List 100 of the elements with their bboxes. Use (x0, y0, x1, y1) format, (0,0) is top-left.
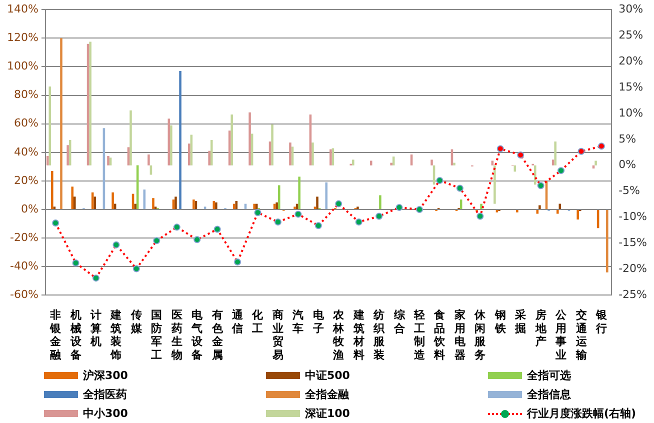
point (214, 226, 221, 233)
bar (370, 160, 372, 166)
bar (53, 206, 56, 210)
x-tick-label: 非银金融 (49, 308, 62, 362)
x-tick-label: 建筑材料 (352, 308, 364, 362)
x-tick-label: 纺织服装 (372, 308, 386, 362)
bar (89, 42, 92, 166)
point (476, 212, 484, 220)
point (153, 237, 160, 244)
bar (491, 160, 494, 166)
y-tick-label: 100% (6, 60, 38, 73)
point (314, 222, 322, 230)
bar (352, 160, 354, 166)
point (112, 241, 120, 248)
x-tick-label: 钢铁 (494, 308, 507, 335)
x-tick-label: 电气设备 (190, 308, 204, 362)
x-tick-label: 商业贸易 (271, 308, 284, 362)
x-tick-label: 休闲服务 (474, 308, 487, 362)
bar (330, 149, 332, 166)
y2-tick-label: 15% (618, 80, 644, 94)
bar (536, 210, 539, 214)
bar (554, 141, 556, 166)
y2-tick-label: 5% (618, 132, 636, 146)
bar (130, 110, 132, 166)
x-tick-label: 医药生物 (170, 308, 182, 362)
bar (188, 144, 190, 166)
bar (127, 147, 130, 166)
y2-tick-label: 0% (618, 158, 636, 172)
x-tick-label: 国防军工 (150, 308, 162, 362)
bar (392, 156, 395, 166)
bar (332, 148, 334, 166)
point (274, 218, 282, 226)
bar (170, 125, 172, 166)
x-tick-label: 机械设备 (69, 308, 82, 362)
bar (174, 196, 177, 210)
y-tick-label: -60% (10, 288, 38, 302)
x-tick-label: 轻工制造 (413, 308, 426, 362)
y-tick-label: 40% (14, 145, 38, 158)
bar (74, 196, 76, 210)
x-tick-label: 建筑装饰 (110, 308, 122, 362)
y-tick-label: 0% (20, 202, 38, 216)
x-tick-label: 综合 (392, 308, 406, 335)
y2-tick-label: 30% (618, 2, 644, 16)
legend-label: 沪深300 (83, 368, 128, 383)
point (234, 258, 242, 266)
bar (379, 195, 382, 210)
y2-tick-label: -10% (618, 210, 648, 224)
x-tick-label: 有色金属 (210, 308, 224, 362)
bar (276, 202, 278, 210)
bar (576, 210, 579, 220)
point (194, 236, 201, 244)
legend-label: 全指可选 (527, 368, 571, 383)
bar (208, 150, 210, 166)
y2-tick-label: -25% (618, 288, 648, 302)
x-tick-label: 农林牧渔 (332, 308, 346, 362)
bar (94, 196, 96, 210)
y-tick-label: 80% (14, 88, 38, 102)
bar (232, 204, 236, 210)
bar (48, 86, 52, 166)
bar (289, 142, 292, 166)
bar (552, 160, 554, 166)
bar (298, 176, 300, 210)
x-tick-label: 家用电器 (453, 308, 466, 362)
bar (606, 210, 608, 272)
bar (480, 204, 482, 210)
point (335, 200, 342, 208)
legend-label: 中证500 (305, 368, 350, 383)
bar (325, 182, 328, 210)
x-tick-label: 汽车 (292, 308, 304, 335)
bar (356, 206, 359, 210)
point (294, 210, 302, 218)
legend-label: 中小300 (83, 406, 128, 421)
bar (192, 200, 195, 210)
point (396, 204, 403, 211)
point (537, 182, 544, 190)
point (72, 260, 80, 267)
bar (179, 71, 182, 210)
bar (248, 112, 251, 166)
bar (453, 162, 456, 166)
bar (51, 170, 54, 210)
bar (112, 192, 114, 210)
bar (494, 165, 496, 204)
x-tick-label: 通信 (231, 308, 244, 335)
legend-label: 全指金融 (305, 387, 349, 402)
point (436, 176, 444, 184)
bar (215, 202, 218, 210)
bar (154, 206, 157, 210)
bar (210, 140, 213, 166)
point (456, 184, 464, 192)
bar (134, 204, 136, 210)
y2-tick-label: -20% (618, 262, 648, 276)
point (517, 151, 524, 158)
y-tick-label: -40% (10, 260, 38, 272)
x-tick-label: 交通运输 (574, 308, 588, 362)
legend-label: 行业月度涨跌幅(右轴) (527, 406, 636, 421)
bar (148, 154, 150, 166)
bar (594, 160, 597, 166)
bar (294, 206, 296, 210)
y-tick-label: 120% (6, 31, 38, 44)
bar (109, 158, 112, 166)
